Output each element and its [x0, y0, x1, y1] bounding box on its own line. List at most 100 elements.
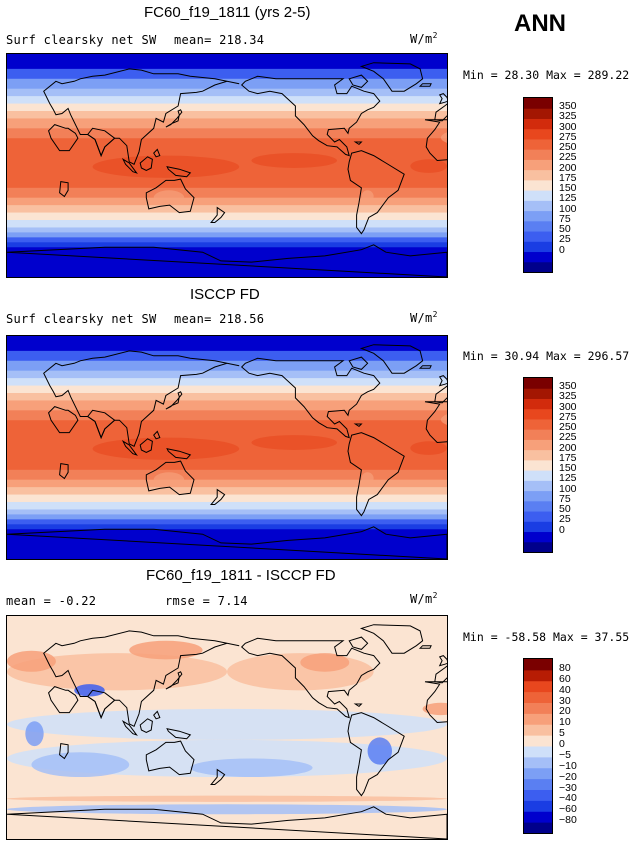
field-band	[7, 197, 447, 206]
coastline	[166, 166, 192, 178]
field-patch	[300, 653, 350, 672]
coastline	[418, 83, 432, 87]
field-band	[7, 392, 447, 402]
field-patch	[153, 190, 185, 206]
field-band	[7, 509, 447, 515]
colorbar-swatch	[524, 210, 552, 222]
colorbar-swatch	[524, 190, 552, 201]
panel-1-units: W/m2	[410, 31, 438, 46]
colorbar-tick-label: 20	[559, 705, 571, 718]
field-patch	[440, 414, 447, 425]
colorbar-swatch	[524, 778, 552, 790]
coastline	[240, 637, 381, 719]
colorbar-swatch	[524, 702, 552, 714]
coastline	[145, 740, 195, 776]
panel-2-variable: Surf clearsky net SW	[6, 312, 157, 326]
colorbar-tick-label: −10	[559, 759, 577, 772]
colorbar-tick-label: 175	[559, 171, 577, 184]
field-band	[7, 378, 447, 387]
coastline	[347, 432, 405, 517]
field-band	[7, 350, 447, 362]
colorbar-swatch	[524, 811, 552, 823]
colorbar-swatch	[524, 169, 552, 181]
colorbar-tick-label: 0	[559, 243, 565, 256]
colorbar-tick-label: 225	[559, 151, 577, 164]
field-band	[7, 118, 447, 129]
field-core	[251, 153, 337, 168]
coastline	[139, 156, 153, 172]
field-band	[7, 242, 447, 248]
colorbar-tick-label: −40	[559, 792, 577, 805]
colorbar-tick-label: 0	[559, 523, 565, 536]
coastline	[348, 356, 369, 370]
field-patch	[7, 804, 447, 815]
colorbar-tick-label: 5	[559, 727, 565, 740]
coastline	[359, 62, 424, 92]
field-band	[7, 519, 447, 525]
coastline	[48, 686, 79, 714]
panel-2-units-exp: 2	[432, 310, 438, 319]
colorbar-tick-label: 125	[559, 192, 577, 205]
colorbar-swatch	[524, 159, 552, 171]
field-band	[7, 487, 447, 496]
panel-2-colorbar	[523, 377, 553, 553]
coastline	[359, 624, 424, 654]
colorbar-swatch	[524, 724, 552, 736]
coastline	[7, 526, 447, 559]
coastline	[48, 124, 79, 152]
colorbar-swatch	[524, 767, 552, 780]
colorbar-tick-label: 100	[559, 202, 577, 215]
coastline	[240, 357, 381, 439]
panel-1-colorbar	[523, 97, 553, 273]
coastline	[121, 439, 138, 456]
coastline	[424, 401, 447, 444]
colorbar-swatch	[524, 735, 552, 747]
colorbar-swatch	[524, 480, 552, 492]
coastline	[348, 636, 369, 650]
panel-2-minmax: Min = 30.94 Max = 296.57	[463, 349, 630, 363]
coastline	[86, 409, 116, 439]
colorbar-swatch	[524, 680, 552, 693]
coastline	[59, 463, 69, 480]
panel-2-map	[6, 335, 448, 560]
colorbar-tick-label: −60	[559, 803, 577, 816]
coastline	[7, 244, 447, 277]
colorbar-tick-label: 60	[559, 672, 571, 685]
field-band	[7, 103, 447, 112]
coastline	[347, 150, 405, 235]
field-band	[7, 220, 447, 229]
field-band	[7, 110, 447, 120]
field-band	[7, 385, 447, 394]
panel-1-minmax: Min = 28.30 Max = 289.22	[463, 68, 630, 82]
field-band	[7, 96, 447, 105]
panel-3-rmse: rmse = 7.14	[165, 594, 248, 608]
colorbar-swatch	[524, 220, 552, 232]
field-band	[7, 88, 447, 97]
colorbar-tick-label: 200	[559, 161, 577, 174]
coastline	[121, 157, 138, 174]
field-band	[7, 227, 447, 233]
coastline	[438, 375, 447, 387]
field-band	[7, 529, 447, 559]
coastline	[59, 181, 69, 198]
colorbar-swatch	[524, 241, 552, 253]
field-band	[7, 524, 447, 530]
colorbar-swatch	[524, 511, 552, 522]
field-core	[251, 435, 337, 450]
field-core	[410, 159, 447, 173]
panel-1-mean: mean= 218.34	[174, 33, 265, 47]
coastline	[424, 119, 447, 162]
colorbar-tick-label: 75	[559, 492, 571, 505]
colorbar-tick-label: 325	[559, 110, 577, 123]
colorbar-swatch	[524, 231, 552, 242]
colorbar-swatch	[524, 261, 552, 272]
field-band	[7, 54, 447, 70]
coastline	[418, 645, 432, 649]
field-band	[7, 78, 447, 90]
colorbar-swatch	[524, 459, 552, 471]
field-band	[7, 502, 447, 511]
panel-1-title: FC60_f19_1811 (yrs 2-5)	[144, 4, 311, 21]
field-patch	[367, 737, 392, 765]
season-label: ANN	[514, 10, 566, 37]
colorbar-tick-label: 25	[559, 233, 571, 246]
